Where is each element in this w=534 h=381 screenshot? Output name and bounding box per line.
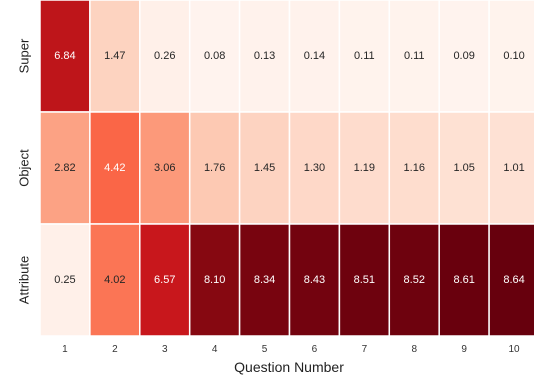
cell-value-label: 6.84 — [54, 50, 75, 62]
cell-value-label: 8.34 — [254, 274, 275, 286]
x-tick-label: 10 — [508, 344, 520, 355]
cell-value-label: 8.51 — [354, 274, 375, 286]
heatmap-cell — [438, 111, 490, 225]
heatmap-cell — [288, 0, 341, 113]
cell-value-label: 1.05 — [453, 162, 474, 174]
heatmap-cell — [238, 223, 291, 337]
cell-value-label: 0.11 — [354, 50, 375, 62]
cell-value-label: 8.64 — [503, 274, 524, 286]
x-tick-label: 4 — [212, 344, 218, 355]
heatmap-cell — [488, 0, 534, 113]
cell-value-label: 8.10 — [204, 274, 225, 286]
cell-value-label: 1.16 — [404, 162, 425, 174]
heatmap-cell — [139, 111, 191, 225]
x-axis-tick-labels: 1 2 3 4 5 6 7 8 9 10 — [62, 344, 520, 355]
heatmap-cell — [388, 111, 440, 225]
cell-value-label: 4.02 — [104, 274, 125, 286]
cell-value-label: 8.43 — [304, 274, 325, 286]
cell-value-label: 6.57 — [154, 274, 175, 286]
cell-value-label: 8.52 — [404, 274, 425, 286]
y-tick-label: Attribute — [17, 256, 32, 304]
x-tick-label: 9 — [461, 344, 467, 355]
heatmap-cell — [438, 223, 490, 337]
x-tick-label: 6 — [312, 344, 318, 355]
heatmap-cell — [438, 0, 490, 113]
x-tick-label: 2 — [112, 344, 118, 355]
heatmap-cell — [338, 223, 391, 337]
cell-value-label: 0.25 — [54, 274, 75, 286]
heatmap-cell — [188, 223, 241, 337]
cell-value-label: 1.01 — [503, 162, 524, 174]
cell-value-label: 2.82 — [54, 162, 75, 174]
cell-value-label: 1.47 — [104, 50, 125, 62]
heatmap-cell — [39, 0, 91, 113]
heatmap-cell — [39, 223, 91, 337]
heatmap-cell — [238, 0, 291, 113]
heatmap-cell — [288, 223, 341, 337]
y-tick-label: Super — [17, 38, 32, 73]
cell-value-label: 0.11 — [404, 50, 425, 62]
cell-value-label: 8.61 — [453, 274, 474, 286]
x-tick-label: 3 — [162, 344, 168, 355]
cell-value-label: 1.45 — [254, 162, 275, 174]
y-tick-label: Object — [17, 149, 32, 187]
cell-value-label: 1.76 — [204, 162, 225, 174]
cell-value-label: 0.26 — [154, 50, 175, 62]
heatmap-cell — [488, 111, 534, 225]
cell-value-label: 0.08 — [204, 50, 225, 62]
heatmap-cell — [388, 223, 440, 337]
cell-value-label: 1.30 — [304, 162, 325, 174]
heatmap-cell — [39, 111, 91, 225]
heatmap-cell — [89, 223, 141, 337]
heatmap-cells — [39, 0, 534, 337]
x-tick-label: 8 — [411, 344, 417, 355]
x-tick-label: 5 — [262, 344, 268, 355]
heatmap-cell — [338, 111, 391, 225]
x-axis-label: Question Number — [234, 359, 344, 375]
cell-value-label: 3.06 — [154, 162, 175, 174]
x-tick-label: 1 — [62, 344, 68, 355]
heatmap-cell — [139, 0, 191, 113]
heatmap-cell — [488, 223, 534, 337]
y-axis-tick-labels: Super Object Attribute — [17, 38, 32, 304]
heatmap-cell — [338, 0, 391, 113]
cell-value-label: 0.13 — [254, 50, 275, 62]
cell-value-label: 0.09 — [453, 50, 474, 62]
heatmap-cell-labels: 6.84 1.47 0.26 0.08 0.13 0.14 0.11 0.11 0.09 0.10… — [54, 50, 525, 286]
cell-value-label: 1.19 — [354, 162, 375, 174]
cell-value-label: 0.14 — [304, 50, 325, 62]
heatmap-cell — [238, 111, 291, 225]
cell-value-label: 4.42 — [104, 162, 125, 174]
heatmap-cell — [89, 0, 141, 113]
heatmap-cell — [188, 0, 241, 113]
x-tick-label: 7 — [362, 344, 368, 355]
cell-value-label: 0.10 — [503, 50, 524, 62]
heatmap-cell — [388, 0, 440, 113]
